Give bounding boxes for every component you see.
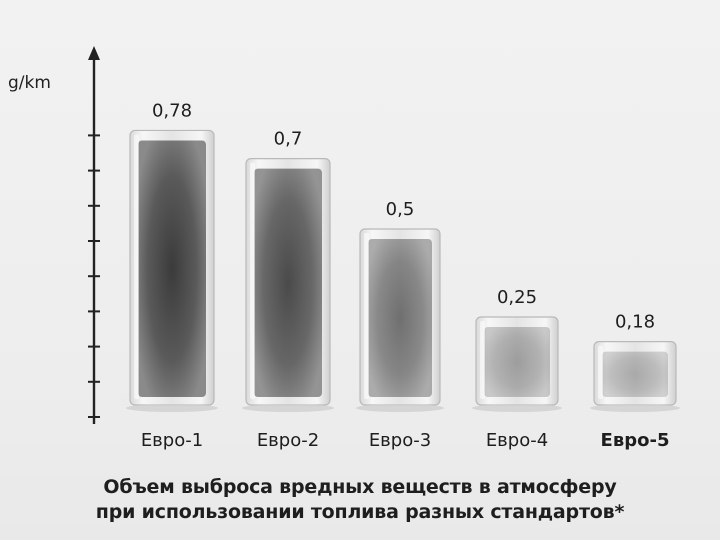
x-category-label: Евро-2	[257, 430, 319, 451]
chart-caption-line-1: Объем выброса вредных веществ в атмосфер…	[103, 476, 617, 498]
bar-highlight	[480, 321, 485, 399]
bar-shadow	[242, 404, 334, 412]
bar-soot-fill	[138, 140, 206, 397]
bar-4	[472, 316, 562, 412]
bar-value-label: 0,78	[152, 100, 192, 121]
x-category-label: Евро-3	[369, 430, 431, 451]
bar-soot-fill	[484, 327, 550, 397]
bar-1	[126, 129, 218, 412]
chart-caption-line-2: при использовании топлива разных стандар…	[95, 501, 625, 523]
y-axis-arrow	[88, 46, 100, 60]
y-axis-label: g/km	[8, 73, 51, 93]
bar-2	[242, 158, 334, 412]
bar-value-label: 0,18	[615, 312, 655, 333]
bar-highlight	[250, 162, 255, 399]
bar-shadow	[590, 404, 680, 412]
bar-highlight	[364, 233, 369, 399]
bar-shadow	[472, 404, 562, 412]
bar-soot-fill	[368, 239, 432, 397]
bar-shadow	[126, 404, 218, 412]
bar-value-label: 0,25	[497, 287, 537, 308]
x-category-label: Евро-1	[141, 430, 203, 451]
bar-shadow	[356, 404, 444, 412]
x-category-label: Евро-5	[601, 430, 670, 451]
bar-highlight	[598, 345, 603, 399]
bar-value-label: 0,5	[386, 199, 415, 220]
bar-value-label: 0,7	[274, 129, 303, 150]
bar-highlight	[134, 134, 139, 399]
bar-3	[356, 228, 444, 412]
bar-soot-fill	[254, 168, 322, 397]
bar-5	[590, 341, 680, 412]
bar-soot-fill	[602, 351, 668, 397]
x-category-label: Евро-4	[486, 430, 548, 451]
